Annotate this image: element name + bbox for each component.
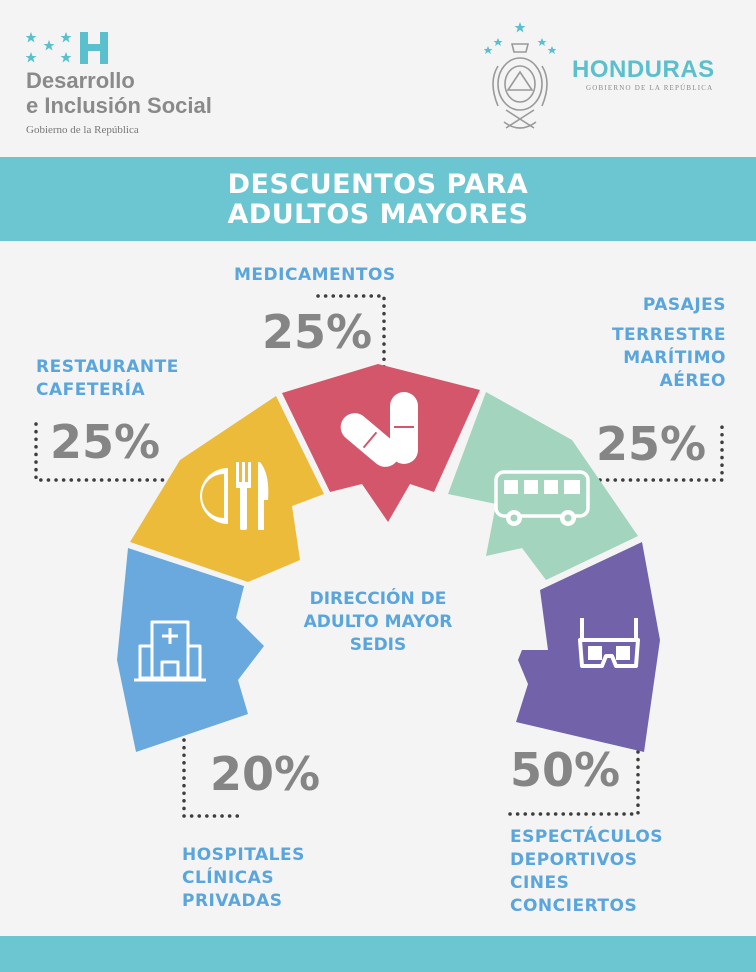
connector-medicamentos	[316, 294, 386, 372]
espectaculos-label-line3: CINES	[510, 873, 570, 893]
connector-espectaculos	[508, 738, 640, 816]
honduras-logo-title: HONDURAS	[572, 56, 715, 83]
page-title-line1: DESCUENTOS PARA	[227, 169, 529, 200]
espectaculos-label: ESPECTÁCULOS DEPORTIVOS CINES CONCIERTOS	[510, 826, 663, 918]
sedis-logo-title-line1: Desarrollo	[26, 68, 135, 93]
restaurante-label-line1: RESTAURANTE	[36, 357, 179, 377]
hospitales-label-line1: HOSPITALES	[182, 845, 305, 865]
hospitales-label-line2: CLÍNICAS	[182, 868, 275, 888]
connector-hospitales	[182, 738, 240, 818]
medicamentos-percent: 25%	[262, 305, 373, 359]
hospitales-label-line3: PRIVADAS	[182, 891, 283, 911]
restaurante-label-line2: CAFETERÍA	[36, 380, 146, 400]
page-title-line2: ADULTOS MAYORES	[227, 199, 529, 230]
pasajes-percent: 25%	[596, 417, 707, 471]
pasajes-label-line2: MARÍTIMO	[623, 348, 726, 368]
pasajes-label-line3: AÉREO	[659, 371, 726, 391]
espectaculos-percent: 50%	[510, 743, 621, 797]
plate-cutlery-icon	[200, 462, 269, 530]
segment-pasajes	[448, 392, 638, 580]
espectaculos-label-line4: CONCIERTOS	[510, 896, 638, 916]
segment-hospitales	[117, 548, 264, 752]
medicamentos-label: MEDICAMENTOS	[234, 265, 396, 285]
sedis-logo	[22, 28, 262, 138]
title-banner	[0, 157, 756, 241]
coat-of-arms-icon	[484, 22, 556, 129]
page-title: DESCUENTOS PARA ADULTOS MAYORES	[0, 170, 756, 230]
hospital-icon	[134, 620, 206, 682]
pasajes-heading: PASAJES	[642, 295, 726, 315]
hospitales-label: HOSPITALES CLÍNICAS PRIVADAS	[182, 844, 305, 913]
bus-icon	[494, 470, 590, 526]
center-label: DIRECCIÓN DE ADULTO MAYOR SEDIS	[258, 588, 498, 657]
sedis-logo-title: Desarrollo e Inclusión Social	[26, 68, 212, 118]
center-label-line3: SEDIS	[349, 635, 407, 655]
espectaculos-label-line2: DEPORTIVOS	[510, 850, 638, 870]
center-label-line1: DIRECCIÓN DE	[309, 589, 447, 609]
hospitales-percent: 20%	[210, 747, 321, 801]
pills-icon	[340, 392, 418, 467]
honduras-logo-subtitle: GOBIERNO DE LA REPÚBLICA	[586, 84, 714, 92]
footer-band	[0, 936, 756, 972]
restaurante-percent: 25%	[50, 415, 161, 469]
sedis-logo-subtitle: Gobierno de la República	[26, 124, 139, 136]
connector-pasajes	[598, 422, 724, 482]
center-label-line2: ADULTO MAYOR	[303, 612, 453, 632]
stars-h-logo-icon	[25, 32, 108, 64]
pasajes-label-line1: TERRESTRE	[611, 325, 726, 345]
pasajes-label: PASAJES TERRESTRE MARÍTIMO AÉREO	[612, 294, 726, 393]
espectaculos-label-line1: ESPECTÁCULOS	[510, 827, 664, 847]
sedis-logo-title-line2: e Inclusión Social	[26, 93, 212, 118]
restaurante-label: RESTAURANTE CAFETERÍA	[36, 356, 179, 402]
3d-glasses-icon	[578, 618, 640, 668]
